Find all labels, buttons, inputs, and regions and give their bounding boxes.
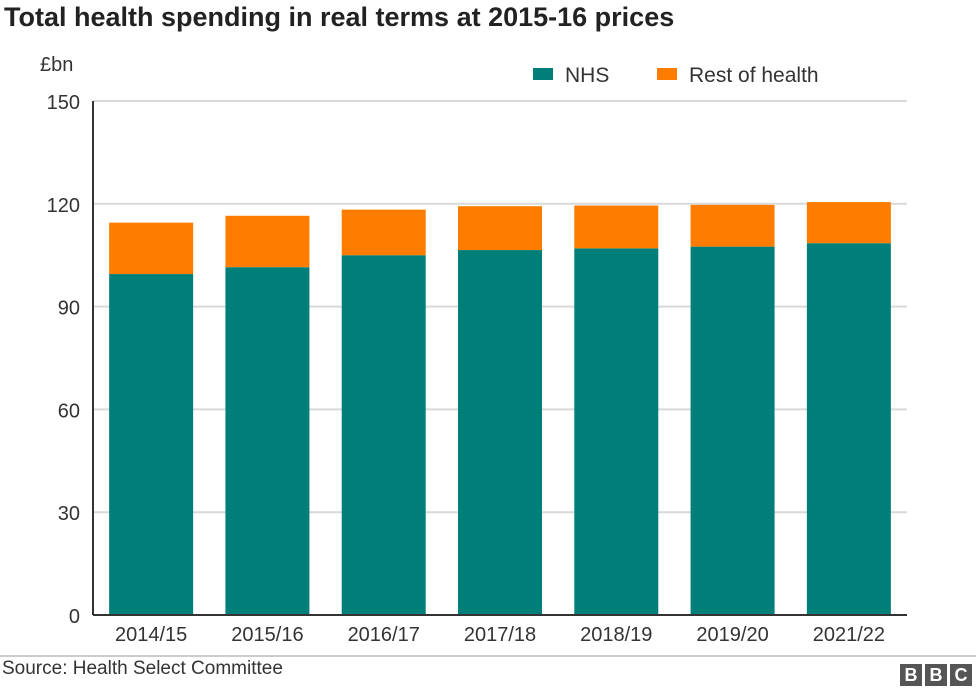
legend-label-nhs: NHS <box>565 64 609 87</box>
bar-nhs-4 <box>574 248 659 615</box>
bar-nhs-2 <box>341 255 426 615</box>
x-tick-label: 2016/17 <box>348 624 420 646</box>
bar-rest-of-health-5 <box>690 204 775 247</box>
x-tick-label: 2018/19 <box>580 624 652 646</box>
y-tick-label: 90 <box>58 298 80 320</box>
y-tick-label: 0 <box>69 606 80 628</box>
axes <box>92 101 907 616</box>
footer-divider <box>0 655 976 657</box>
bbc-logo-letter-3: C <box>950 664 972 686</box>
x-tick-label: 2014/15 <box>115 624 187 646</box>
x-tick-label: 2015/16 <box>231 624 303 646</box>
y-tick-label: 120 <box>47 195 80 217</box>
bar-rest-of-health-4 <box>574 205 659 249</box>
bar-nhs-3 <box>458 250 542 615</box>
x-tick-label: 2019/20 <box>696 624 768 646</box>
bar-rest-of-health-1 <box>225 215 310 268</box>
bar-nhs-5 <box>690 246 775 615</box>
bbc-logo-letter-1: B <box>900 664 922 686</box>
bar-nhs-1 <box>225 267 310 615</box>
legend: NHS Rest of health <box>533 64 819 87</box>
source-note: Source: Health Select Committee <box>2 658 283 679</box>
bar-rest-of-health-3 <box>458 206 542 251</box>
bar-rest-of-health-2 <box>341 209 426 256</box>
bar-rest-of-health-6 <box>806 202 891 244</box>
bar-nhs-0 <box>109 274 194 615</box>
bar-rest-of-health-0 <box>109 222 194 275</box>
y-tick-label: 150 <box>47 92 80 114</box>
legend-swatch-nhs <box>533 68 553 80</box>
legend-label-rest-of-health: Rest of health <box>689 64 819 87</box>
legend-swatch-rest-of-health <box>657 68 677 80</box>
bbc-logo: B B C <box>900 664 972 686</box>
bars <box>109 202 891 615</box>
y-axis-unit-label: £bn <box>40 54 73 76</box>
x-tick-labels: 2014/15 2015/16 2016/17 2017/18 2018/19 2019/… <box>115 624 885 646</box>
y-tick-label: 30 <box>58 503 80 525</box>
x-tick-label: 2017/18 <box>464 624 536 646</box>
bbc-logo-letter-2: B <box>925 664 947 686</box>
y-tick-label: 60 <box>58 400 80 422</box>
y-tick-labels: 0 30 60 90 120 150 <box>47 92 80 628</box>
chart-title: Total health spending in real terms at 2… <box>4 2 675 32</box>
x-tick-label: 2021/22 <box>813 624 885 646</box>
bar-nhs-6 <box>806 243 891 615</box>
